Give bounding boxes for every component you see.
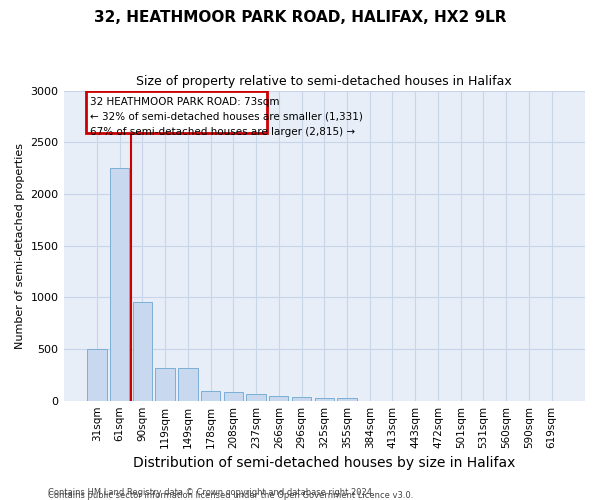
Bar bbox=[269, 396, 289, 400]
Bar bbox=[110, 168, 130, 400]
Bar bbox=[224, 392, 243, 400]
Bar bbox=[314, 398, 334, 400]
Bar bbox=[292, 397, 311, 400]
Text: 32 HEATHMOOR PARK ROAD: 73sqm
← 32% of semi-detached houses are smaller (1,331)
: 32 HEATHMOOR PARK ROAD: 73sqm ← 32% of s… bbox=[90, 97, 363, 136]
Bar bbox=[155, 368, 175, 400]
Bar bbox=[86, 90, 268, 133]
X-axis label: Distribution of semi-detached houses by size in Halifax: Distribution of semi-detached houses by … bbox=[133, 456, 515, 470]
Text: Contains public sector information licensed under the Open Government Licence v3: Contains public sector information licen… bbox=[48, 490, 413, 500]
Y-axis label: Number of semi-detached properties: Number of semi-detached properties bbox=[15, 142, 25, 348]
Bar bbox=[87, 349, 107, 401]
Bar bbox=[247, 394, 266, 400]
Title: Size of property relative to semi-detached houses in Halifax: Size of property relative to semi-detach… bbox=[136, 75, 512, 88]
Bar bbox=[201, 391, 220, 400]
Text: Contains HM Land Registry data © Crown copyright and database right 2024.: Contains HM Land Registry data © Crown c… bbox=[48, 488, 374, 497]
Bar bbox=[337, 398, 356, 400]
Text: 32, HEATHMOOR PARK ROAD, HALIFAX, HX2 9LR: 32, HEATHMOOR PARK ROAD, HALIFAX, HX2 9L… bbox=[94, 10, 506, 25]
Bar bbox=[133, 302, 152, 400]
Bar bbox=[178, 368, 197, 400]
